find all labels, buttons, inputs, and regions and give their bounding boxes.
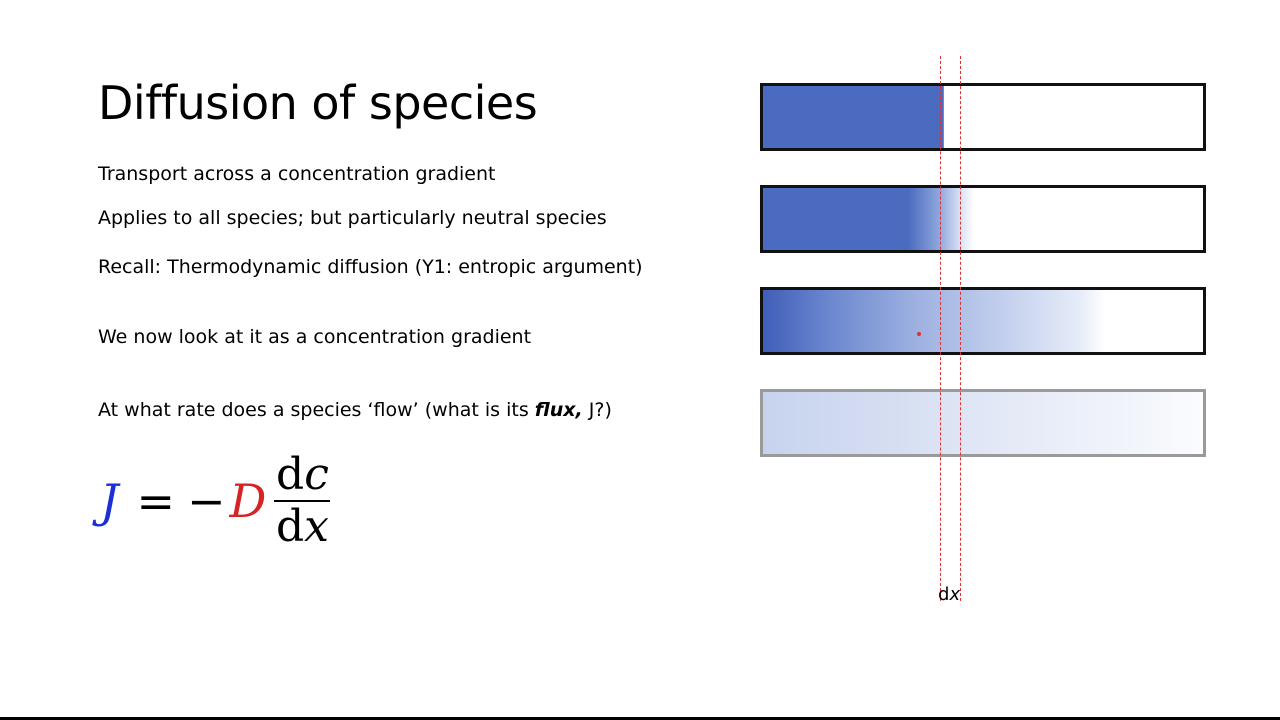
concentration-bar-initial <box>760 83 1206 151</box>
equation-numerator: dc <box>276 450 329 500</box>
equation-minus: − <box>187 474 226 528</box>
bullet-gradient: We now look at it as a concentration gra… <box>98 326 532 348</box>
concentration-bar-later <box>760 287 1206 355</box>
equation-denominator: dx <box>276 502 329 552</box>
question-suffix: J?) <box>582 399 612 421</box>
equation-diffusion-coefficient: D <box>229 474 267 528</box>
concentration-bar-equilibrium <box>760 389 1206 457</box>
flux-equation: J = − D dc dx <box>100 446 331 556</box>
denominator-d: d <box>275 501 305 552</box>
dx-label-d: d <box>938 584 950 605</box>
dx-label: dx <box>938 584 960 605</box>
question-flux: flux, <box>534 399 583 421</box>
fraction-bar <box>274 500 331 502</box>
bullet-applies: Applies to all species; but particularly… <box>98 207 607 229</box>
slide-title: Diffusion of species <box>98 76 538 130</box>
bullet-question: At what rate does a species ‘flow’ (what… <box>98 399 612 421</box>
equation-flux-symbol: J <box>100 474 119 528</box>
bullet-transport: Transport across a concentration gradien… <box>98 163 496 185</box>
numerator-d: d <box>276 449 305 500</box>
question-prefix: At what rate does a species ‘flow’ (what… <box>98 399 535 421</box>
pointer-dot <box>917 332 921 336</box>
bottom-border <box>0 717 1280 720</box>
dx-boundary-right <box>960 56 961 601</box>
dx-label-x: x <box>949 584 961 605</box>
bullet-recall: Recall: Thermodynamic diffusion (Y1: ent… <box>98 256 643 278</box>
dx-boundary-left <box>940 56 941 601</box>
denominator-x: x <box>304 501 329 552</box>
equation-derivative: dc dx <box>274 450 331 552</box>
concentration-bar-early <box>760 185 1206 253</box>
equation-equals: = <box>136 474 175 528</box>
numerator-c: c <box>304 449 329 500</box>
